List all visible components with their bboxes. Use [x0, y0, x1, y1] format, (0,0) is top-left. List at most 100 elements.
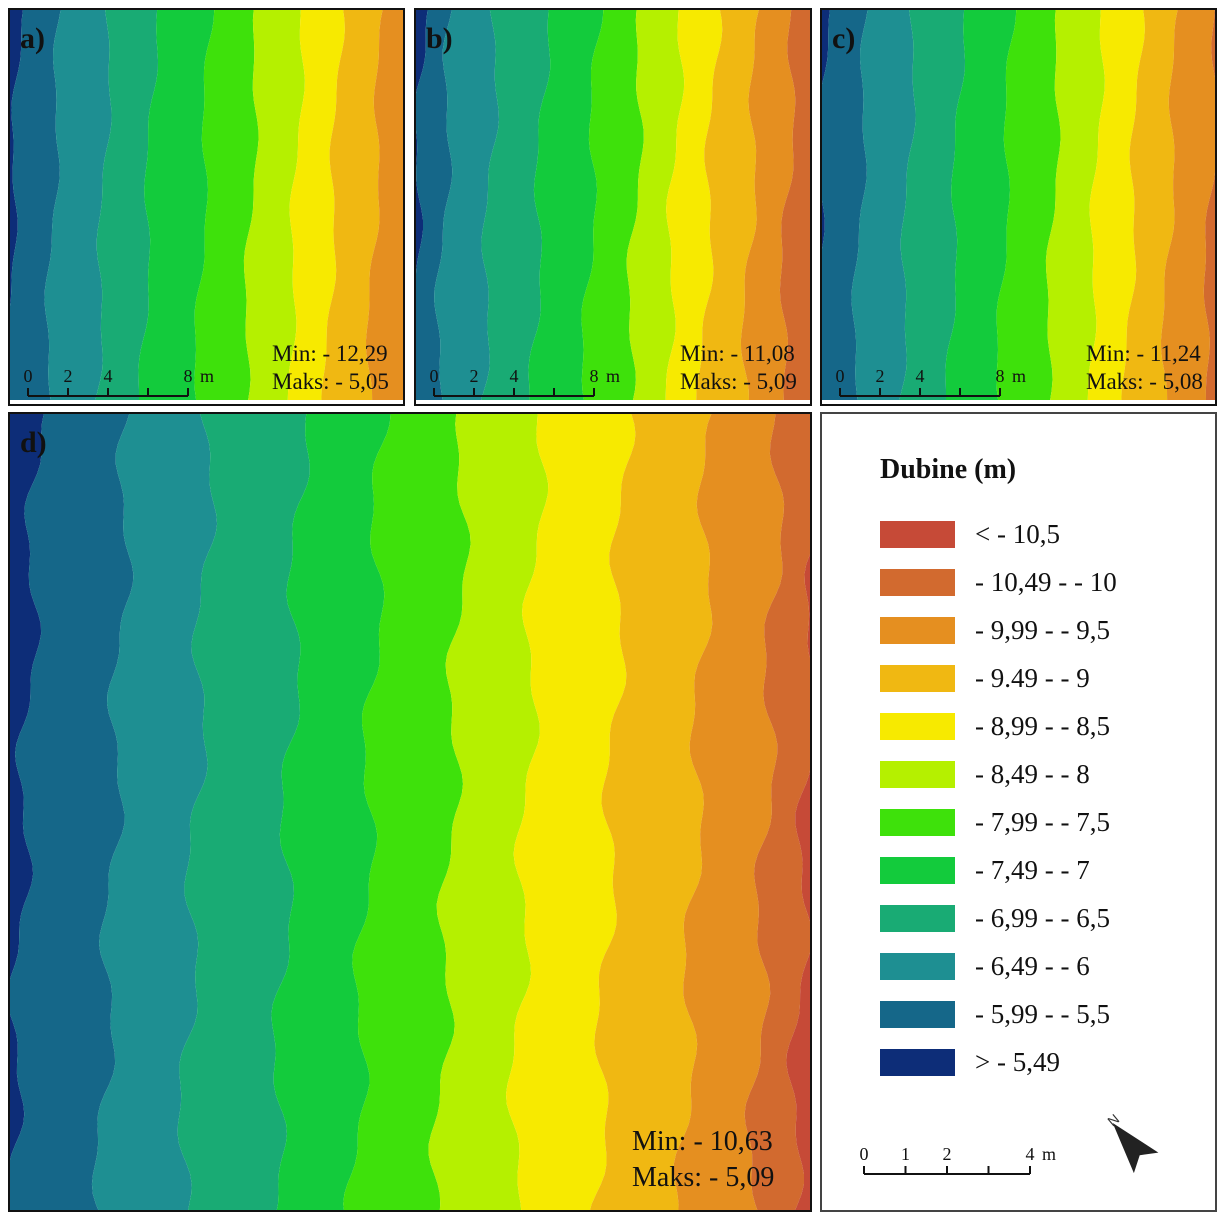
legend-swatch	[880, 664, 955, 692]
min-depth-d: Min: - 10,63	[632, 1126, 773, 1157]
legend-label: - 7,49 - - 7	[975, 854, 1090, 885]
max-depth-b: Maks: - 5,09	[680, 369, 797, 394]
scale-tick-label: 2	[943, 1144, 952, 1164]
north-arrow-icon: N	[1092, 1106, 1172, 1191]
legend-swatch	[880, 904, 955, 932]
depth-band	[996, 10, 1061, 400]
depth-band	[138, 10, 215, 400]
max-depth-d: Maks: - 5,09	[632, 1162, 775, 1193]
depth-band	[243, 10, 305, 400]
legend-label: - 9,99 - - 9,5	[975, 614, 1110, 645]
depth-band	[10, 414, 134, 1210]
depth-band	[366, 10, 403, 400]
depth-band	[321, 10, 383, 400]
legend-label: - 6,49 - - 6	[975, 950, 1090, 981]
legend-item: - 5,99 - - 5,5	[880, 990, 1117, 1038]
depth-stats-d: Min: - 10,63 Maks: - 5,09	[632, 1124, 774, 1196]
depth-band	[581, 10, 644, 400]
legend-label: - 6,99 - - 6,5	[975, 902, 1110, 933]
min-depth-c: Min: - 11,24	[1086, 341, 1201, 366]
depth-band	[10, 414, 44, 1160]
legend-label: < - 10,5	[975, 518, 1060, 549]
depth-raster-c	[822, 10, 1215, 400]
depth-band	[428, 414, 549, 1210]
scale-unit: m	[1012, 366, 1026, 386]
depth-band	[1161, 10, 1215, 400]
depth-band	[528, 10, 604, 400]
depth-band	[665, 10, 723, 400]
svg-text:N: N	[1104, 1111, 1122, 1130]
legend-swatch	[880, 808, 955, 836]
legend-item: - 8,49 - - 8	[880, 750, 1117, 798]
depth-band	[1045, 10, 1105, 400]
depth-band	[194, 10, 259, 400]
panel-label-d: d)	[20, 426, 47, 459]
scale-tick-label: 8	[184, 366, 193, 386]
scale-tick-label: 8	[590, 366, 599, 386]
max-depth-c: Maks: - 5,08	[1086, 369, 1203, 394]
depth-band	[95, 10, 158, 400]
max-depth-a: Maks: - 5,05	[272, 369, 389, 394]
map-panel-d: d) Min: - 10,63 Maks: - 5,09	[8, 412, 812, 1212]
scale-tick-label: 2	[64, 366, 73, 386]
legend-item: - 6,99 - - 6,5	[880, 894, 1117, 942]
depth-band	[416, 10, 453, 400]
depth-raster-d	[10, 414, 810, 1210]
depth-stats-c: Min: - 11,24 Maks: - 5,08	[1086, 340, 1203, 396]
legend-swatch	[880, 760, 955, 788]
scale-tick-label: 4	[104, 366, 113, 386]
depth-band	[822, 10, 868, 400]
depth-band	[481, 10, 551, 400]
depth-band	[822, 10, 830, 249]
scale-tick-label: 2	[470, 366, 479, 386]
legend-item: - 6,49 - - 6	[880, 942, 1117, 990]
min-depth-b: Min: - 11,08	[680, 341, 795, 366]
depth-band	[416, 10, 428, 274]
scale-tick-label: 4	[916, 366, 925, 386]
legend-label: - 9.49 - - 9	[975, 662, 1090, 693]
legend-label: - 7,99 - - 7,5	[975, 806, 1110, 837]
legend-swatch	[880, 1048, 955, 1076]
depth-stats-a: Min: - 12,29 Maks: - 5,05	[272, 340, 389, 396]
legend-swatch	[880, 952, 955, 980]
min-depth-a: Min: - 12,29	[272, 341, 388, 366]
legend-label: - 5,99 - - 5,5	[975, 998, 1110, 1029]
legend-panel: Dubine (m) < - 10,5 - 10,49 - - 10 - 9,99 …	[820, 412, 1217, 1212]
scale-tick-label: 0	[24, 366, 33, 386]
depth-band	[899, 10, 965, 400]
legend-label: > - 5,49	[975, 1046, 1060, 1077]
scale-unit: m	[1042, 1144, 1056, 1164]
depth-band	[851, 10, 916, 400]
depth-band	[91, 414, 218, 1210]
scale-tick-label: 2	[876, 366, 885, 386]
legend-title: Dubine (m)	[880, 454, 1017, 485]
legend-label: - 10,49 - - 10	[975, 566, 1117, 597]
depth-band	[434, 10, 499, 400]
depth-band	[673, 414, 785, 1210]
depth-stats-b: Min: - 11,08 Maks: - 5,09	[680, 340, 797, 396]
depth-band	[44, 10, 112, 400]
legend-swatch	[880, 616, 955, 644]
scale-tick-label: 4	[1026, 1144, 1035, 1164]
panel-label-b: b)	[426, 22, 453, 55]
depth-band	[343, 414, 471, 1210]
legend-label: - 8,49 - - 8	[975, 758, 1090, 789]
legend-item: - 9.49 - - 9	[880, 654, 1117, 702]
depth-band	[626, 10, 685, 400]
depth-band	[696, 10, 759, 400]
depth-band	[1121, 10, 1178, 400]
depth-band	[779, 10, 810, 400]
depth-band	[786, 554, 810, 1210]
depth-band	[10, 10, 23, 307]
depth-band	[1203, 10, 1215, 400]
legend-item: - 10,49 - - 10	[880, 558, 1117, 606]
legend-item: - 9,99 - - 9,5	[880, 606, 1117, 654]
legend-items: < - 10,5 - 10,49 - - 10 - 9,99 - - 9,5 - 9.…	[880, 510, 1117, 1086]
scale-unit: m	[200, 366, 214, 386]
scale-tick-label: 1	[901, 1144, 910, 1164]
